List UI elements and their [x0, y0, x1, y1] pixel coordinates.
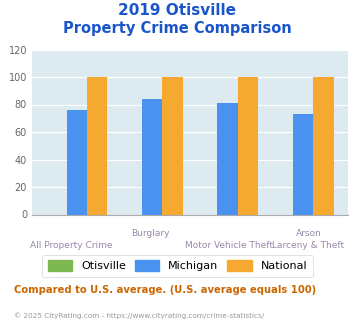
Bar	[218, 103, 238, 214]
Text: Compared to U.S. average. (U.S. average equals 100): Compared to U.S. average. (U.S. average …	[14, 285, 316, 295]
Bar	[238, 77, 258, 214]
Bar	[142, 99, 162, 214]
Text: Property Crime Comparison: Property Crime Comparison	[63, 21, 292, 36]
Legend: Otisville, Michigan, National: Otisville, Michigan, National	[42, 255, 313, 277]
Text: Motor Vehicle Theft: Motor Vehicle Theft	[185, 241, 273, 250]
Text: © 2025 CityRating.com - https://www.cityrating.com/crime-statistics/: © 2025 CityRating.com - https://www.city…	[14, 312, 264, 318]
Text: Arson: Arson	[295, 229, 321, 238]
Text: All Property Crime: All Property Crime	[30, 241, 113, 250]
Bar	[87, 77, 107, 214]
Bar	[313, 77, 334, 214]
Bar	[293, 114, 313, 214]
Bar	[162, 77, 183, 214]
Text: Larceny & Theft: Larceny & Theft	[272, 241, 344, 250]
Bar	[67, 110, 87, 214]
Text: 2019 Otisville: 2019 Otisville	[119, 3, 236, 18]
Text: Burglary: Burglary	[131, 229, 170, 238]
